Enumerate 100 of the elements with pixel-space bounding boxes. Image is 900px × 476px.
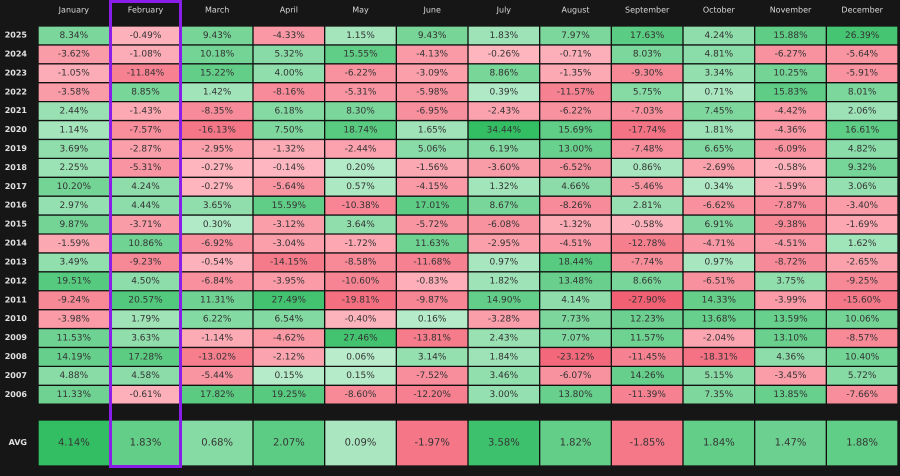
data-label: 6.19% <box>490 144 519 154</box>
data-label: 13.85% <box>773 390 808 400</box>
data-label: 17.82% <box>200 390 235 400</box>
data-label: 8.34% <box>60 30 89 41</box>
data-label: 6.54% <box>274 314 304 324</box>
data-label: -6.27% <box>774 50 807 60</box>
data-label: -5.31% <box>344 88 377 98</box>
data-label: 8.01% <box>848 88 877 98</box>
data-label: -8.26% <box>560 200 592 211</box>
data-label: -4.15% <box>416 182 449 192</box>
data-label: 0.06% <box>346 352 376 362</box>
x-tick-label: April <box>280 5 298 14</box>
data-label: 13.59% <box>773 314 808 324</box>
data-label: 27.46% <box>343 333 378 344</box>
data-label: 3.06% <box>848 182 877 192</box>
data-label: 1.82% <box>490 276 519 287</box>
y-tick-label: 2024 <box>4 49 28 58</box>
data-label: -1.59% <box>58 238 90 249</box>
data-label: -0.54% <box>201 258 234 268</box>
data-label: -4.36% <box>774 125 807 136</box>
data-label: -2.87% <box>130 144 162 154</box>
data-label: 3.49% <box>60 258 89 268</box>
data-label: 14.90% <box>486 296 522 306</box>
data-label: 4.66% <box>561 182 590 192</box>
data-label: -1.56% <box>416 163 449 174</box>
data-label: 3.63% <box>131 333 160 344</box>
data-label: -1.72% <box>344 238 377 249</box>
data-label: 4.44% <box>131 200 160 211</box>
data-label: -17.74% <box>628 125 666 136</box>
data-label: -1.32% <box>560 220 592 230</box>
data-label: -7.74% <box>631 258 664 268</box>
data-label: 5.72% <box>848 371 877 382</box>
data-label: 2.81% <box>632 200 662 211</box>
data-label: -1.35% <box>560 68 592 79</box>
y-tick-label: 2014 <box>4 238 28 248</box>
data-label: -6.22% <box>560 106 592 116</box>
data-label: -7.66% <box>846 390 879 400</box>
data-label: -11.68% <box>413 258 452 268</box>
data-label: -2.44% <box>344 144 377 154</box>
data-label: -3.58% <box>58 88 90 98</box>
data-label: 13.10% <box>773 333 808 344</box>
data-label: -7.03% <box>631 106 664 116</box>
data-label: -5.46% <box>631 182 664 192</box>
data-label: -0.14% <box>272 163 306 174</box>
y-tick-label: 2020 <box>4 125 28 134</box>
data-label: -5.31% <box>130 163 162 174</box>
y-tick-label: 2023 <box>4 68 27 78</box>
data-label: 0.09% <box>344 438 376 449</box>
x-tick-label: January <box>58 5 90 14</box>
data-label: 1.88% <box>846 438 878 449</box>
data-label: 1.42% <box>202 88 232 98</box>
data-label: -0.61% <box>130 390 162 400</box>
data-label: -0.58% <box>631 220 664 230</box>
data-label: 4.88% <box>60 371 89 382</box>
x-tick-label: March <box>204 5 230 14</box>
y-tick-label: 2009 <box>4 333 28 342</box>
data-label: -1.97% <box>414 438 450 449</box>
data-label: -19.81% <box>342 296 380 306</box>
data-label: 3.14% <box>418 352 447 362</box>
data-label: -10.38% <box>342 200 380 211</box>
data-label: 2.97% <box>60 200 89 211</box>
data-label: 15.88% <box>773 30 808 41</box>
data-label: 1.83% <box>130 438 162 449</box>
data-label: -9.87% <box>416 296 449 306</box>
data-label: 4.58% <box>131 371 160 382</box>
data-label: 17.01% <box>415 200 450 211</box>
data-label: 8.30% <box>346 106 376 116</box>
y-tick-label: 2022 <box>4 87 27 96</box>
data-label: -3.40% <box>846 200 879 211</box>
y-tick-label: 2008 <box>4 352 28 362</box>
data-label: 10.06% <box>845 314 880 324</box>
data-label: -8.72% <box>774 258 807 268</box>
data-label: 1.32% <box>490 182 519 192</box>
data-label: -8.16% <box>272 88 306 98</box>
data-label: -6.51% <box>702 276 736 287</box>
data-label: -6.09% <box>774 144 807 154</box>
y-tick-label: 2021 <box>4 106 28 116</box>
data-label: 1.14% <box>60 125 89 136</box>
data-label: 4.36% <box>776 352 806 362</box>
data-label: -3.12% <box>272 220 306 230</box>
data-label: -0.83% <box>416 276 449 287</box>
data-label: 8.86% <box>490 68 519 79</box>
data-label: 11.33% <box>56 390 92 400</box>
data-label: 3.58% <box>488 438 520 449</box>
data-label: 15.83% <box>773 88 808 98</box>
data-label: -9.38% <box>774 220 807 230</box>
y-tick-label: 2012 <box>4 276 27 286</box>
data-label: -6.22% <box>344 68 377 79</box>
data-label: 1.79% <box>131 314 160 324</box>
data-label: -7.52% <box>416 371 449 382</box>
x-tick-label: September <box>625 5 670 14</box>
x-tick-label: May <box>352 5 370 14</box>
data-label: 5.06% <box>418 144 447 154</box>
data-label: -27.90% <box>628 296 666 306</box>
data-label: 19.25% <box>272 390 306 400</box>
data-label: 11.53% <box>56 333 92 344</box>
y-tick-label: 2006 <box>4 390 28 399</box>
data-label: 4.50% <box>131 276 160 287</box>
data-label: -11.84% <box>126 68 165 79</box>
data-label: 1.62% <box>848 238 877 249</box>
